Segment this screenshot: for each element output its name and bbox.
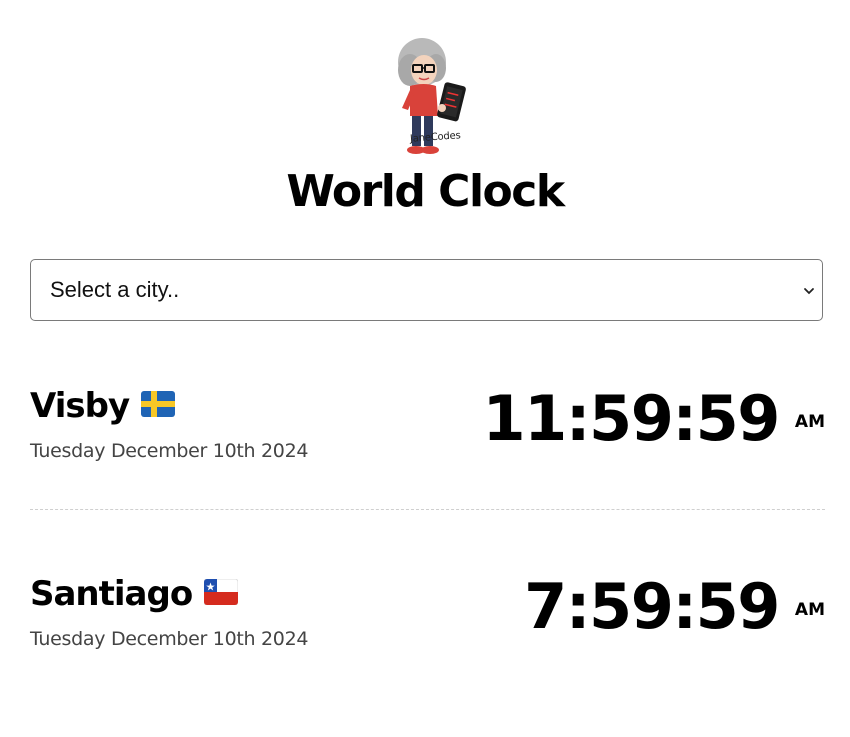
janecodes-logo: JaneCodes (380, 34, 472, 164)
chile-flag-icon (203, 578, 239, 610)
city-date: Tuesday December 10th 2024 (30, 440, 309, 462)
city-date: Tuesday December 10th 2024 (30, 628, 309, 650)
city-time: 7:59:59 (524, 570, 780, 643)
woman-with-tablet-icon (398, 38, 466, 154)
city-name: Santiago (30, 574, 193, 614)
chevron-down-icon (804, 288, 814, 295)
city-name: Visby (30, 386, 130, 426)
page-title: World Clock (286, 166, 565, 217)
city-time: 11:59:59 (482, 382, 780, 455)
divider (30, 509, 825, 510)
city-ampm: AM (794, 600, 825, 620)
city-select-value: Select a city.. (50, 277, 180, 302)
city-ampm: AM (794, 412, 825, 432)
city-row: Visby Tuesday December 10th 2024 11:59:5… (30, 378, 825, 508)
sweden-flag-icon (141, 390, 176, 422)
city-row: Santiago Tuesday December 10th 2024 7:59… (30, 566, 825, 686)
city-select[interactable]: Select a city.. (30, 259, 823, 321)
